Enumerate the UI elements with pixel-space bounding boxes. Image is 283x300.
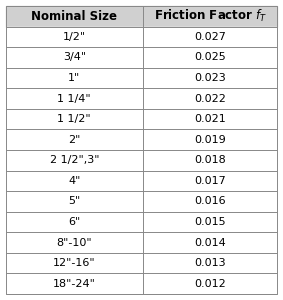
Text: 0.025: 0.025 <box>194 52 226 62</box>
Bar <box>6 88 277 109</box>
Text: 12"-16": 12"-16" <box>53 258 96 268</box>
Text: 18"-24": 18"-24" <box>53 279 96 289</box>
Text: 0.021: 0.021 <box>194 114 226 124</box>
Text: 0.019: 0.019 <box>194 135 226 145</box>
Bar <box>6 47 277 68</box>
Text: 1 1/4": 1 1/4" <box>57 94 91 103</box>
Bar <box>6 27 277 47</box>
Text: 3/4": 3/4" <box>63 52 86 62</box>
Text: 0.013: 0.013 <box>194 258 226 268</box>
Bar <box>6 273 277 294</box>
Bar <box>6 6 277 27</box>
Text: 1": 1" <box>68 73 80 83</box>
Text: 0.027: 0.027 <box>194 32 226 42</box>
Bar <box>6 253 277 273</box>
Bar <box>6 212 277 232</box>
Text: 0.017: 0.017 <box>194 176 226 186</box>
Bar <box>6 129 277 150</box>
Text: Friction Factor $\mathit{f}_T$: Friction Factor $\mathit{f}_T$ <box>154 8 267 24</box>
Text: 5": 5" <box>68 196 80 206</box>
Text: 0.018: 0.018 <box>194 155 226 165</box>
Bar <box>6 150 277 171</box>
Text: 6": 6" <box>68 217 80 227</box>
Bar <box>6 109 277 129</box>
Bar <box>6 171 277 191</box>
Text: 2": 2" <box>68 135 80 145</box>
Text: Nominal Size: Nominal Size <box>31 10 117 23</box>
Text: 0.012: 0.012 <box>194 279 226 289</box>
Text: 8"-10": 8"-10" <box>57 238 92 248</box>
Text: 4": 4" <box>68 176 80 186</box>
Text: 0.023: 0.023 <box>194 73 226 83</box>
Text: 0.016: 0.016 <box>194 196 226 206</box>
Bar <box>6 191 277 212</box>
Text: 2 1/2",3": 2 1/2",3" <box>50 155 99 165</box>
Text: 1/2": 1/2" <box>63 32 86 42</box>
Text: 0.022: 0.022 <box>194 94 226 103</box>
Text: 0.015: 0.015 <box>194 217 226 227</box>
Text: 1 1/2": 1 1/2" <box>57 114 91 124</box>
Bar <box>6 68 277 88</box>
Bar <box>6 232 277 253</box>
Text: 0.014: 0.014 <box>194 238 226 248</box>
